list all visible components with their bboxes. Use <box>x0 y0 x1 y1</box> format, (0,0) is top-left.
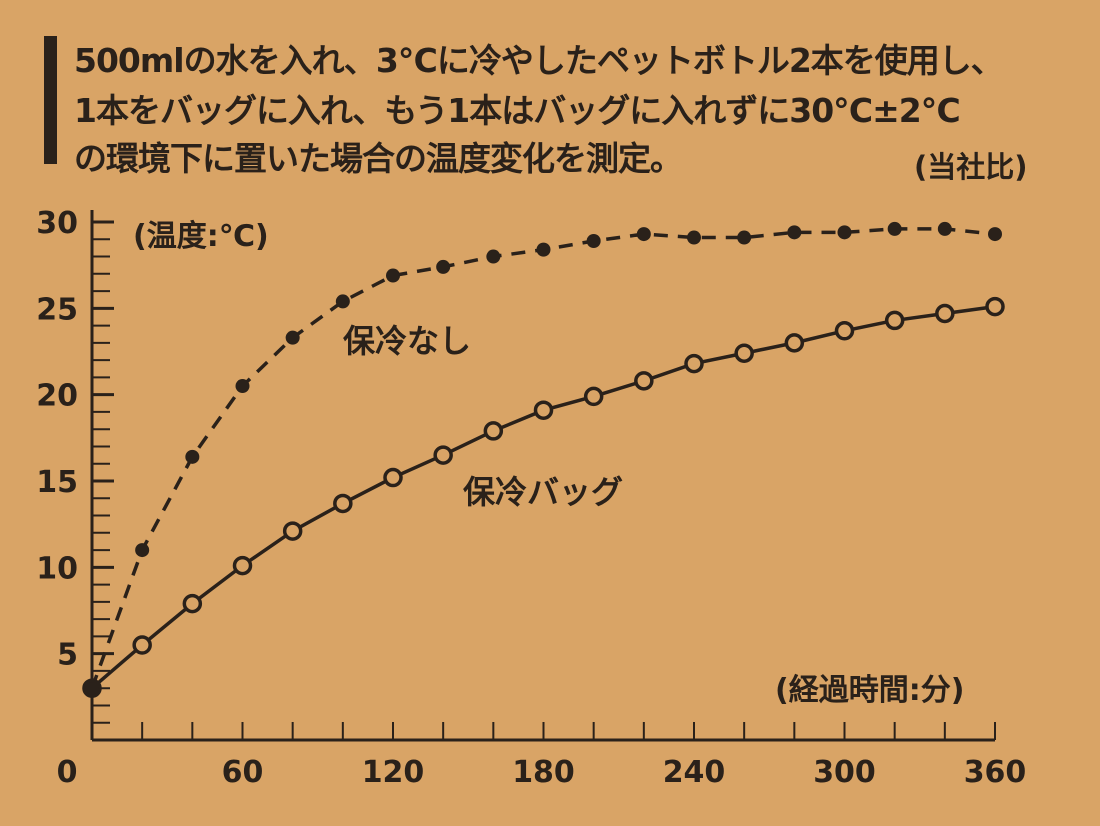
x-tick-label: 360 <box>964 755 1027 790</box>
data-point-cooler-bag <box>834 321 855 341</box>
data-point-no-cooling <box>135 543 150 558</box>
x-tick-label: 120 <box>362 755 425 790</box>
data-point-cooler-bag <box>684 353 704 374</box>
series-label-cooler-bag: 保冷バッグ <box>463 473 623 511</box>
x-tick-label: 180 <box>512 755 575 790</box>
data-point-no-cooling <box>737 230 752 245</box>
data-point-cooler-bag <box>82 678 102 698</box>
x-tick-label: 240 <box>663 755 726 790</box>
series-line-0 <box>90 227 996 689</box>
y-tick-label: 10 <box>36 551 78 586</box>
data-point-no-cooling <box>536 242 551 257</box>
accent-bar <box>44 36 57 164</box>
source-note: (当社比) <box>914 150 1028 184</box>
data-point-cooler-bag <box>433 445 453 465</box>
data-point-no-cooling <box>285 330 300 345</box>
data-point-no-cooling <box>687 230 701 245</box>
data-point-cooler-bag <box>734 343 754 363</box>
x-tick-label: 0 <box>57 755 78 790</box>
data-point-no-cooling <box>937 221 952 236</box>
data-point-cooler-bag <box>132 635 152 655</box>
data-point-cooler-bag <box>884 310 905 331</box>
data-point-no-cooling <box>436 259 451 274</box>
data-point-no-cooling <box>185 449 200 464</box>
description-line-3: の環境下に置いた場合の温度変化を測定。 <box>74 139 683 178</box>
x-axis-label: (経過時間:分) <box>775 673 964 708</box>
data-point-no-cooling <box>787 225 802 240</box>
data-point-no-cooling <box>235 379 250 394</box>
data-point-cooler-bag <box>232 555 253 576</box>
description-line-1: 500mlの水を入れ、3℃に冷やしたペットボトル2本を使用し、 <box>74 41 1004 80</box>
data-point-no-cooling <box>636 227 651 242</box>
y-tick-label: 5 <box>57 638 78 673</box>
y-axis-label: (温度:℃) <box>133 219 269 254</box>
x-tick-label: 300 <box>813 755 876 790</box>
series-label-no-cooling: 保冷なし <box>343 322 471 360</box>
data-point-no-cooling <box>335 294 350 309</box>
y-tick-label: 20 <box>36 379 78 414</box>
data-point-no-cooling <box>586 233 601 248</box>
data-point-cooler-bag <box>182 593 203 614</box>
data-point-cooler-bag <box>533 400 554 420</box>
data-point-cooler-bag <box>985 296 1005 317</box>
data-point-cooler-bag <box>333 493 353 514</box>
y-tick-label: 25 <box>36 292 78 327</box>
data-point-cooler-bag <box>383 467 403 488</box>
data-point-cooler-bag <box>282 521 303 541</box>
data-point-cooler-bag <box>935 303 955 324</box>
data-point-no-cooling <box>988 227 1002 242</box>
y-tick-label: 15 <box>36 465 78 500</box>
description-line-2: 1本をバッグに入れ、もう1本はバッグに入れずに30℃±2℃ <box>74 91 961 130</box>
data-point-no-cooling <box>837 225 852 240</box>
data-point-cooler-bag <box>634 371 654 391</box>
data-point-cooler-bag <box>483 421 504 441</box>
data-point-cooler-bag <box>784 333 805 353</box>
data-point-no-cooling <box>887 221 902 236</box>
x-tick-label: 60 <box>222 755 264 790</box>
y-tick-label: 30 <box>36 206 78 241</box>
data-point-cooler-bag <box>583 386 604 407</box>
data-point-no-cooling <box>486 249 501 264</box>
data-point-no-cooling <box>386 268 400 283</box>
